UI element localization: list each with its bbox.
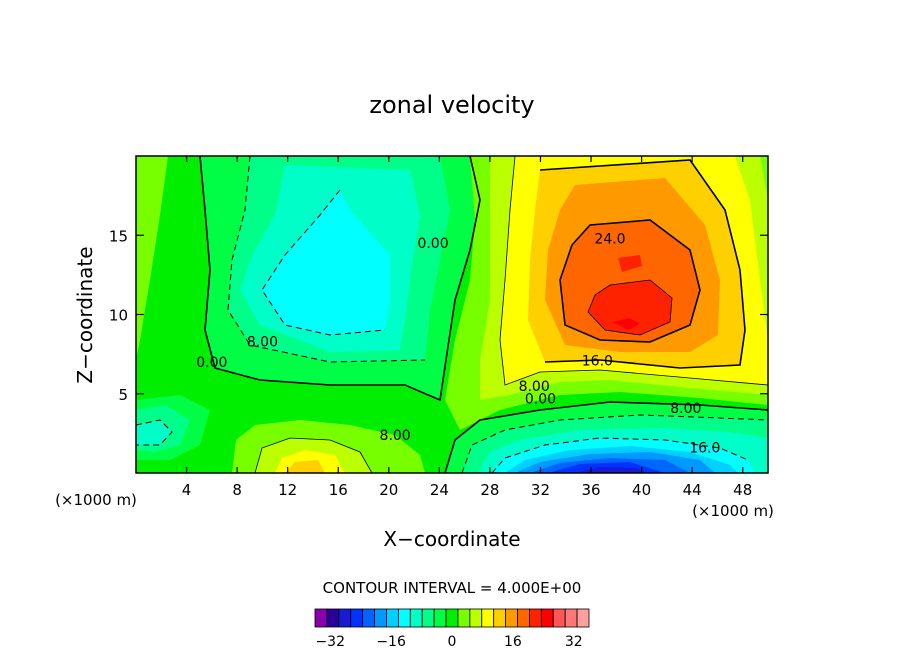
colorbar-swatch	[421, 608, 435, 628]
contour-line-24	[559, 219, 701, 343]
contour-label: 0.00	[525, 392, 556, 408]
chart-title: zonal velocity	[369, 91, 534, 119]
colorbar-swatch	[493, 608, 507, 628]
contour-line-negative	[227, 156, 426, 363]
x-axis-label: X−coordinate	[383, 527, 520, 551]
y-tick-label: 15	[109, 227, 128, 245]
x-tick-label: 16	[329, 481, 348, 499]
colorbar-tick-label: −16	[376, 634, 406, 650]
contour-label: 16.0	[689, 441, 720, 457]
x-tick-label: 40	[632, 481, 651, 499]
x-tick-label: 20	[379, 481, 398, 499]
colorbar-swatch	[564, 608, 578, 628]
colorbar: −32 −16 0 16 32	[314, 608, 590, 650]
contour-lines-positive	[254, 156, 768, 473]
x-tick-label: 8	[232, 481, 242, 499]
contour-lines	[199, 156, 768, 473]
y-tick-label: 10	[109, 307, 128, 325]
contour-label: 8.00	[670, 401, 701, 417]
contour-line-positive	[254, 437, 373, 473]
contour-fill-band	[136, 156, 168, 360]
contour-fill-band	[588, 280, 672, 335]
colorbar-swatch	[374, 608, 387, 628]
colorbar-swatch	[326, 608, 340, 628]
x-tick-label: 44	[683, 481, 702, 499]
colorbar-swatch	[445, 608, 459, 628]
contour-lines-negative	[136, 156, 768, 473]
x-tick-label: 28	[480, 481, 499, 499]
colorbar-tick-label: 0	[448, 634, 457, 650]
colorbar-swatch	[314, 608, 328, 628]
contour-line-zero	[199, 156, 481, 402]
x-tick-label: 24	[430, 481, 449, 499]
colorbar-swatch	[540, 608, 554, 628]
contour-line-positive	[587, 279, 673, 336]
colorbar-tick-label: 32	[565, 634, 583, 650]
colorbar-swatch	[469, 608, 483, 628]
contour-line-positive	[499, 156, 768, 386]
contour-label: 0.00	[417, 236, 448, 252]
contour-fill-band	[618, 255, 642, 272]
contour-fill-band	[285, 460, 325, 473]
x-tick-label: 48	[733, 481, 752, 499]
contour-line-negative	[136, 419, 173, 446]
x-tick-label: 32	[531, 481, 550, 499]
colorbar-swatch	[481, 608, 495, 628]
y-axis: 5 10 15	[109, 227, 768, 404]
colorbar-swatch	[517, 608, 530, 628]
colorbar-swatch	[409, 608, 423, 628]
colorbar-swatch	[362, 608, 375, 628]
contour-fill-band	[612, 318, 640, 330]
contour-label: 24.0	[594, 231, 625, 247]
contour-line-negative	[261, 189, 386, 336]
contour-line-negative	[461, 414, 768, 473]
x-unit-label-right: (×1000 m)	[692, 502, 774, 520]
x-tick-label: 12	[278, 481, 297, 499]
contour-label: 8.00	[380, 428, 411, 444]
contour-fill-band	[262, 190, 390, 335]
colorbar-swatch	[397, 608, 411, 628]
colorbar-swatch	[433, 608, 447, 628]
contour-interval-label: CONTOUR INTERVAL = 4.000E+00	[323, 579, 582, 597]
x-unit-label-left: (×1000 m)	[55, 491, 137, 509]
contour-field	[136, 156, 768, 473]
contour-label: 0.00	[196, 355, 227, 371]
colorbar-swatch	[505, 608, 518, 628]
contour-line-zero	[444, 401, 768, 473]
colorbar-swatch	[338, 608, 352, 628]
contour-label: 8.00	[519, 379, 550, 395]
y-tick-label: 5	[118, 386, 128, 404]
contour-line-16	[539, 159, 746, 369]
colorbar-swatch	[350, 608, 364, 628]
colorbar-tick-label: −32	[315, 634, 345, 650]
colorbar-swatch	[529, 608, 542, 628]
colorbar-swatch	[457, 608, 471, 628]
contour-fill-band	[136, 420, 172, 445]
contour-fill-band	[575, 467, 648, 473]
contour-label: 8.00	[247, 334, 278, 350]
x-axis: 4 8 12 16 20 24 28 32 36 40 44 48	[182, 156, 752, 499]
contour-label: 16.0	[582, 353, 613, 369]
colorbar-tick-label: 16	[504, 634, 522, 650]
colorbar-swatch	[576, 608, 590, 628]
y-axis-label: Z−coordinate	[73, 246, 97, 383]
x-tick-label: 36	[581, 481, 600, 499]
colorbar-swatch	[386, 608, 399, 628]
colorbar-swatch	[552, 608, 566, 628]
x-tick-label: 4	[182, 481, 192, 499]
